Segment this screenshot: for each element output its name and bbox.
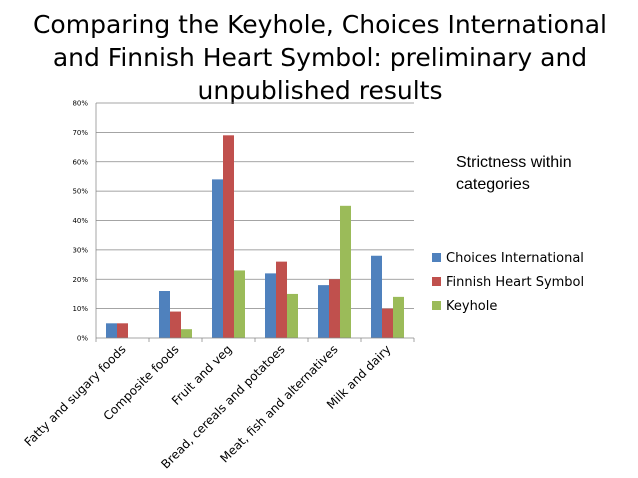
side-note: Strictness within categories [456,154,572,193]
bar [223,135,234,338]
title-line: and Finnish Heart Symbol: preliminary an… [52,43,588,72]
legend-label: Finnish Heart Symbol [446,275,584,290]
bar [159,291,170,338]
y-tick-label: 70% [72,129,88,137]
y-tick-label: 30% [72,246,88,254]
bar [170,311,181,338]
bar [318,285,329,338]
bar [382,308,393,338]
bar [340,205,351,338]
bar [276,261,287,338]
gridlines [96,102,414,309]
legend-swatch [432,301,441,310]
bar [117,323,128,338]
y-tick-label: 20% [72,276,88,284]
x-category-label: Fatty and sugary foods [22,342,129,449]
axes [95,103,415,342]
legend-swatch [432,277,441,286]
bar [181,329,192,338]
bar [393,296,404,338]
y-tick-label: 50% [72,188,88,196]
y-tick-label: 80% [72,100,88,108]
legend-swatch [432,253,441,262]
slide-title: Comparing the Keyhole, Choices Internati… [20,8,620,107]
y-tick-label: 40% [72,217,88,225]
title-line: Comparing the Keyhole, Choices Internati… [32,10,608,39]
y-tick-label: 10% [72,305,88,313]
bar [371,255,382,338]
bars [106,135,404,338]
bar [265,273,276,338]
legend: Choices International Finnish Heart Symbo… [432,251,584,314]
bar [287,293,298,338]
bar [329,279,340,338]
legend-label: Choices International [446,251,584,266]
legend-label: Keyhole [446,299,497,314]
title-line: unpublished results [197,76,443,105]
bar [234,270,245,338]
bar [106,323,117,338]
bar [212,179,223,338]
y-tick-label: 0% [77,335,88,343]
y-tick-label: 60% [72,158,88,166]
